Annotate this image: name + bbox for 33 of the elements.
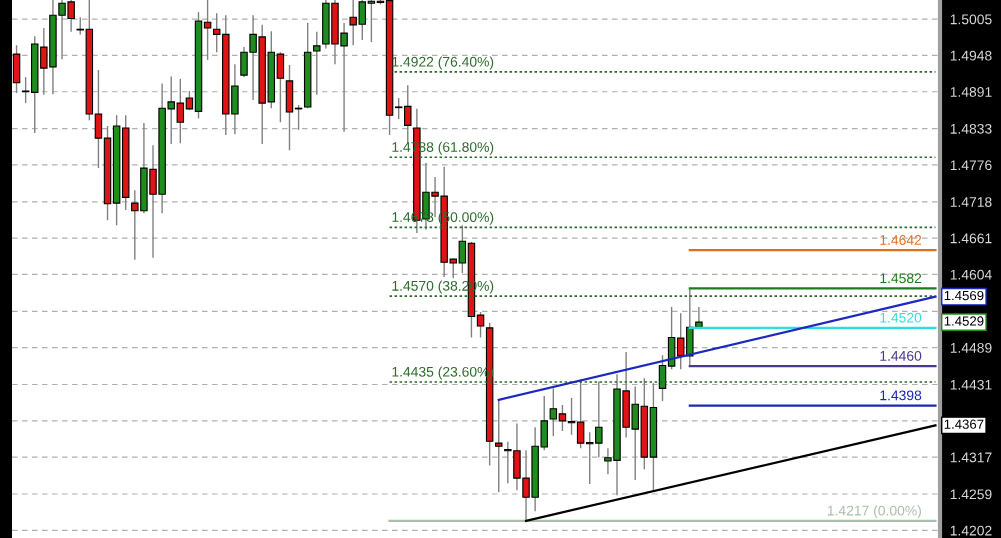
candlestick (495, 398, 503, 493)
y-tick-label: 1.4431 (950, 379, 992, 390)
series-label: 1.4642 (880, 235, 922, 245)
data-label: 1.4367 (944, 419, 984, 429)
candlestick (558, 404, 567, 432)
y-tick-label: 1.4604 (950, 269, 992, 280)
text: 1.4529 (944, 316, 984, 326)
y-tick-label: 1.4489 (950, 342, 992, 353)
y-tick-label: 1.4776 (950, 160, 992, 171)
candlestick (476, 311, 485, 339)
y-tick-label: 1.4833 (950, 123, 992, 134)
y-tick-label: 1.4317 (950, 452, 992, 463)
y-tick-label: 1.5005 (950, 14, 992, 25)
series-label: 1.4582 (880, 273, 922, 284)
candlestick (658, 354, 667, 402)
data-label: 1.4569 (944, 290, 984, 301)
y-tick-label: 1.4891 (950, 87, 992, 97)
y-tick-label: 1.4718 (950, 197, 992, 207)
series-label: 1.4398 (880, 390, 922, 401)
y-tick-label: 1.4661 (950, 233, 992, 244)
series-label: 1.4460 (880, 350, 922, 361)
candlestick (294, 104, 303, 131)
candlestick (367, 0, 376, 43)
y-tick-label: 1.4948 (950, 50, 992, 61)
series-label: 1.4217 (0.00%) (827, 505, 921, 519)
candlestick (21, 76, 30, 104)
candlestick (549, 387, 558, 437)
candlestick (458, 224, 467, 274)
candlestick (313, 31, 321, 96)
y-tick-label: 1.4259 (950, 489, 992, 500)
series-label: 1.4520 (880, 312, 922, 323)
y-tick-label: 1.4202 (950, 525, 992, 536)
candlestick (203, 0, 212, 61)
